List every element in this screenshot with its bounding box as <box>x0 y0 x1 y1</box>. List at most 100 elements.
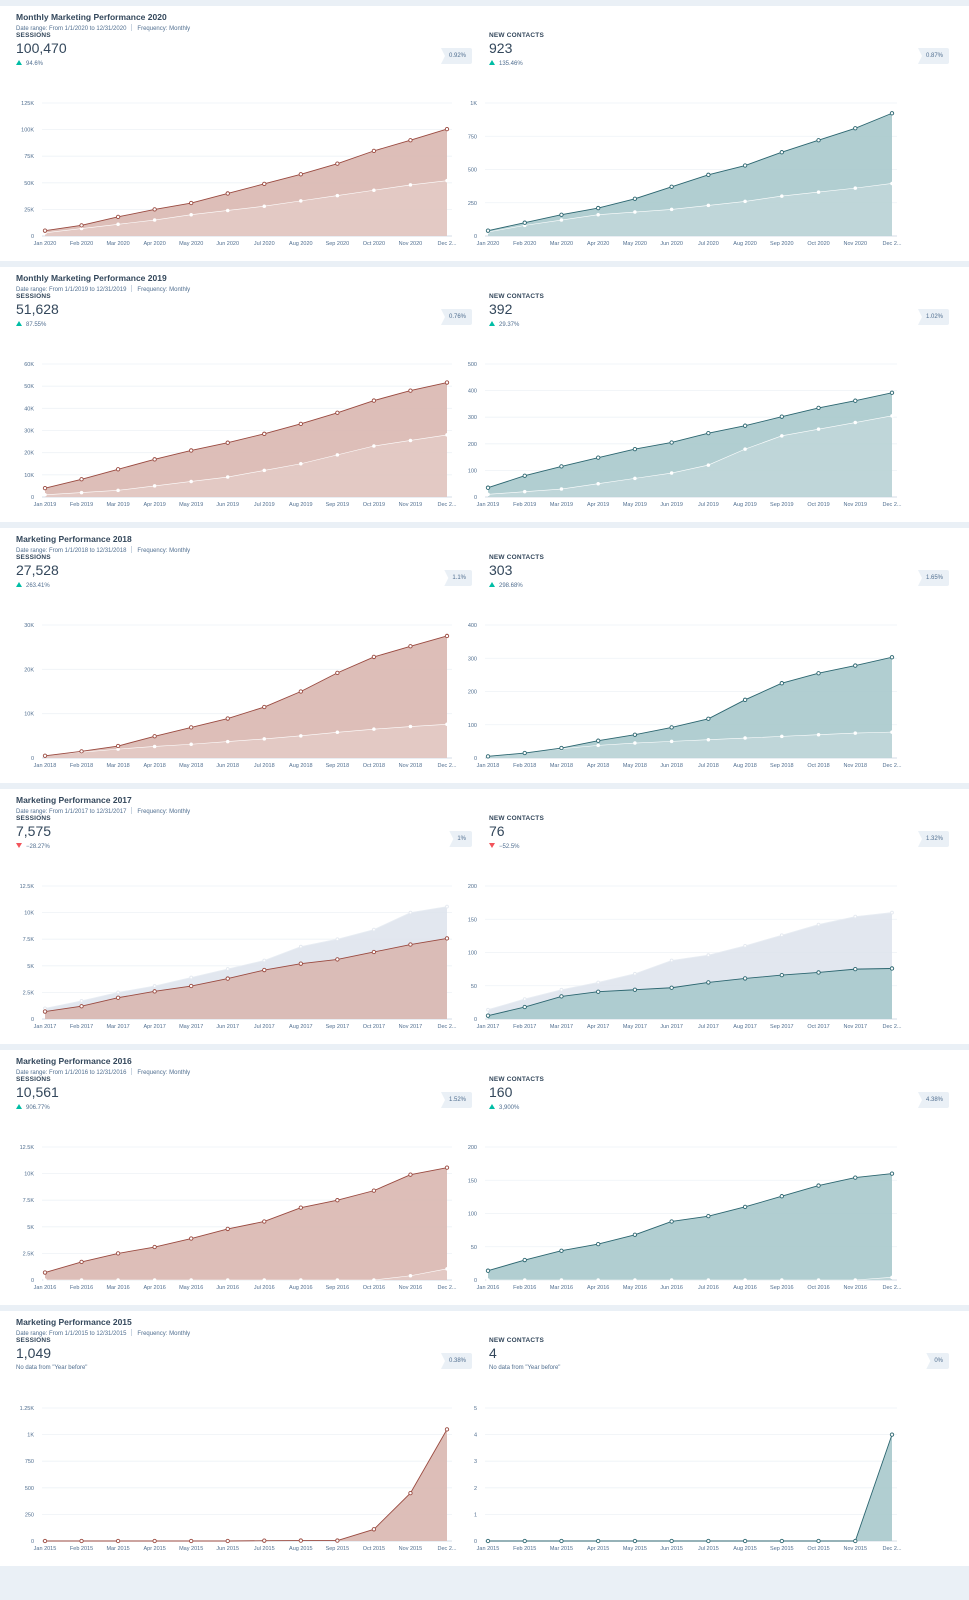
data-point[interactable] <box>779 1538 784 1544</box>
data-point[interactable] <box>816 138 821 143</box>
data-point[interactable] <box>371 148 377 154</box>
data-point[interactable] <box>559 212 564 217</box>
previous-period-point[interactable] <box>116 990 120 995</box>
data-point[interactable] <box>632 987 638 992</box>
data-point[interactable] <box>262 1538 267 1543</box>
previous-period-point[interactable] <box>706 737 711 742</box>
data-point[interactable] <box>632 732 638 737</box>
data-point[interactable] <box>706 1214 711 1219</box>
previous-period-point[interactable] <box>335 937 340 942</box>
previous-period-point[interactable] <box>486 1007 490 1012</box>
data-point[interactable] <box>115 467 121 472</box>
data-point[interactable] <box>79 477 84 482</box>
data-point[interactable] <box>225 976 230 981</box>
previous-period-point[interactable] <box>152 984 157 988</box>
data-point[interactable] <box>669 985 674 990</box>
data-point[interactable] <box>816 1183 821 1188</box>
data-point[interactable] <box>408 1490 413 1496</box>
data-point[interactable] <box>742 163 748 168</box>
previous-period-point[interactable] <box>225 739 230 744</box>
previous-period-point[interactable] <box>853 186 858 190</box>
data-point[interactable] <box>444 633 450 639</box>
previous-period-point[interactable] <box>743 199 747 204</box>
data-point[interactable] <box>189 448 194 453</box>
data-point[interactable] <box>408 644 413 649</box>
data-point[interactable] <box>42 228 48 233</box>
previous-period-point[interactable] <box>372 927 376 932</box>
data-point[interactable] <box>889 390 895 395</box>
data-point[interactable] <box>889 1171 895 1176</box>
previous-period-point[interactable] <box>816 190 821 194</box>
data-point[interactable] <box>742 697 748 702</box>
data-point[interactable] <box>522 1004 527 1010</box>
data-point[interactable] <box>298 1205 303 1210</box>
previous-period-point[interactable] <box>706 953 711 958</box>
previous-period-point[interactable] <box>486 1278 490 1282</box>
data-point[interactable] <box>706 980 711 985</box>
data-point[interactable] <box>298 172 303 177</box>
data-point[interactable] <box>262 181 267 187</box>
data-point[interactable] <box>706 172 711 177</box>
previous-period-point[interactable] <box>116 488 120 493</box>
data-point[interactable] <box>816 970 821 975</box>
data-point[interactable] <box>225 1226 230 1232</box>
data-point[interactable] <box>706 716 711 721</box>
data-point[interactable] <box>79 223 84 228</box>
previous-period-point[interactable] <box>299 734 303 738</box>
previous-period-point[interactable] <box>372 188 376 192</box>
data-point[interactable] <box>559 994 564 999</box>
previous-period-point[interactable] <box>189 479 193 484</box>
previous-period-point[interactable] <box>372 727 376 731</box>
data-point[interactable] <box>371 949 377 955</box>
previous-period-point[interactable] <box>706 463 711 467</box>
previous-period-point[interactable] <box>298 944 303 949</box>
previous-period-point[interactable] <box>669 207 674 212</box>
data-point[interactable] <box>485 228 491 233</box>
previous-period-point[interactable] <box>743 1278 747 1282</box>
data-point[interactable] <box>79 1538 84 1544</box>
previous-period-point[interactable] <box>116 747 120 751</box>
data-point[interactable] <box>853 1538 858 1544</box>
previous-period-point[interactable] <box>262 737 267 741</box>
data-point[interactable] <box>298 421 303 427</box>
data-point[interactable] <box>669 440 674 445</box>
previous-period-point[interactable] <box>706 203 711 208</box>
data-point[interactable] <box>632 1538 638 1544</box>
data-point[interactable] <box>42 753 48 758</box>
data-point[interactable] <box>335 1538 340 1543</box>
data-point[interactable] <box>742 1204 748 1210</box>
previous-period-point[interactable] <box>596 980 601 985</box>
previous-period-point[interactable] <box>152 218 157 222</box>
previous-period-point[interactable] <box>816 427 821 431</box>
previous-period-point[interactable] <box>335 730 340 735</box>
data-point[interactable] <box>335 1198 340 1203</box>
data-point[interactable] <box>853 126 858 131</box>
data-point[interactable] <box>669 725 674 730</box>
previous-period-point[interactable] <box>633 1278 637 1282</box>
data-point[interactable] <box>853 966 858 972</box>
data-point[interactable] <box>706 431 711 436</box>
data-point[interactable] <box>115 995 121 1000</box>
data-point[interactable] <box>596 205 601 211</box>
previous-period-point[interactable] <box>559 1278 564 1282</box>
previous-period-point[interactable] <box>372 444 376 448</box>
data-point[interactable] <box>669 184 674 189</box>
data-point[interactable] <box>444 126 450 132</box>
previous-period-point[interactable] <box>225 475 230 479</box>
data-point[interactable] <box>262 704 267 710</box>
previous-period-point[interactable] <box>299 1278 303 1282</box>
data-point[interactable] <box>225 716 230 721</box>
data-point[interactable] <box>152 1538 157 1544</box>
data-point[interactable] <box>262 967 267 973</box>
data-point[interactable] <box>522 1257 527 1263</box>
previous-period-point[interactable] <box>633 741 637 745</box>
previous-period-point[interactable] <box>152 484 157 488</box>
data-point[interactable] <box>596 1538 601 1544</box>
data-point[interactable] <box>669 1538 674 1544</box>
previous-period-point[interactable] <box>522 997 527 1001</box>
previous-period-point[interactable] <box>853 1278 858 1282</box>
data-point[interactable] <box>485 485 491 490</box>
previous-period-point[interactable] <box>335 1278 340 1282</box>
data-point[interactable] <box>889 111 895 116</box>
previous-period-point[interactable] <box>522 489 527 494</box>
